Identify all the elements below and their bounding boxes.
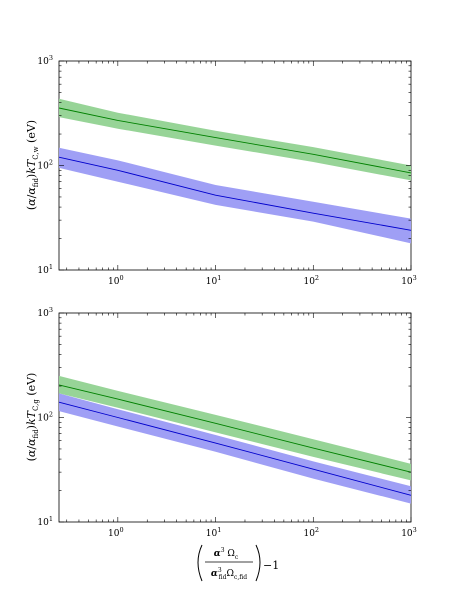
bottom-y-tick-label: 102 [37,411,53,424]
bottom-y-tick-labels: 101 102 103 [37,306,53,528]
top-y-tick-label: 102 [37,159,53,172]
top-x-tick-label: 100 [108,274,124,287]
top-lines [58,107,412,231]
bottom-x-tick-label: 101 [206,526,222,539]
top-band-series-1 [59,98,411,181]
x-axis-label: α3 Ωc α3 fidΩc,fid −1 [197,544,279,582]
top-y-tick-label: 101 [37,263,53,276]
top-x-tick-labels: 100 101 102 103 [108,274,417,287]
svg-text:(α/αfid)kTC,w (eV): (α/αfid)kTC,w (eV) [25,120,40,210]
svg-text:−1: −1 [263,559,279,572]
top-band-series-2 [59,147,411,244]
bottom-x-tick-label: 102 [303,526,319,539]
panel-top-chart: 100 101 102 103 101 102 103 (α/αfid)kTC,w (eV… [25,54,417,287]
top-line-series-2 [58,156,412,231]
bottom-y-tick-label: 101 [37,515,53,528]
top-ticks [59,60,412,271]
top-x-tick-label: 103 [401,274,417,287]
bottom-line-series-1 [58,384,412,473]
top-line-series-1 [58,107,412,174]
bottom-x-tick-label: 103 [401,526,417,539]
panel-bottom-chart: 100 101 102 103 101 102 103 (α/αfid)kTC,g (eV… [25,306,417,539]
top-x-tick-label: 102 [303,274,319,287]
top-y-axis-label: (α/αfid)kTC,w (eV) [25,120,40,210]
bottom-x-tick-label: 100 [108,526,124,539]
svg-text:α3 Ωc: α3 Ωc [214,547,239,561]
svg-text:(α/αfid)kTC,g (eV): (α/αfid)kTC,g (eV) [25,373,40,462]
bottom-x-tick-labels: 100 101 102 103 [108,526,417,539]
top-bands [59,98,411,244]
bottom-y-axis-label: (α/αfid)kTC,g (eV) [25,373,40,462]
top-y-tick-label: 103 [37,54,53,67]
bottom-ticks [59,312,412,523]
bottom-line-series-2 [58,401,412,496]
top-y-tick-labels: 101 102 103 [37,54,53,276]
bottom-lines [58,384,412,496]
top-x-tick-label: 101 [206,274,222,287]
bottom-y-tick-label: 103 [37,306,53,319]
